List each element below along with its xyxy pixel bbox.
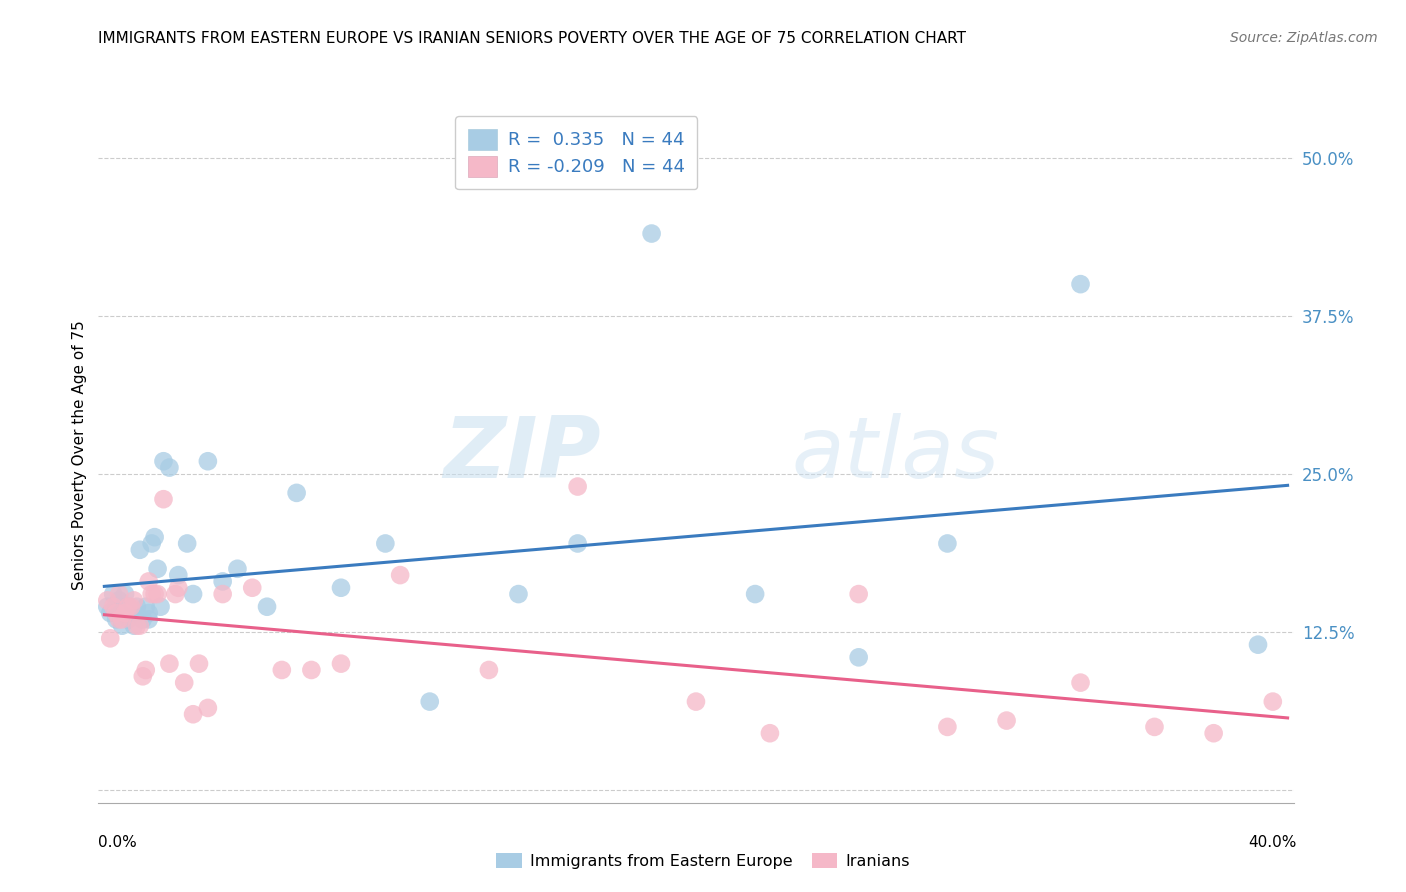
Point (759, 726, 782, 740)
Point (132, 669, 155, 683)
Point (256, 599, 278, 614)
Text: IMMIGRANTS FROM EASTERN EUROPE VS IRANIAN SENIORS POVERTY OVER THE AGE OF 75 COR: IMMIGRANTS FROM EASTERN EUROPE VS IRANIA… (98, 31, 966, 46)
Point (508, 587, 530, 601)
Text: atlas: atlas (792, 413, 1000, 497)
Point (103, 587, 125, 601)
Point (1070, 277, 1092, 292)
Point (103, 599, 125, 614)
Point (117, 599, 139, 614)
Point (848, 587, 870, 601)
Point (122, 618, 145, 632)
Point (167, 568, 190, 582)
Point (211, 587, 233, 601)
Point (108, 587, 131, 601)
Point (1143, 720, 1166, 734)
Point (211, 574, 233, 589)
Point (105, 606, 128, 620)
Point (98, 632, 121, 646)
Point (567, 536, 589, 550)
Point (117, 599, 139, 614)
Point (1202, 726, 1225, 740)
Point (374, 536, 396, 550)
Point (685, 695, 707, 709)
Point (138, 612, 160, 626)
Point (478, 663, 501, 677)
Point (141, 587, 163, 601)
Point (114, 606, 136, 620)
Point (640, 227, 662, 241)
Point (240, 581, 263, 595)
Point (167, 581, 190, 595)
Point (995, 714, 1018, 728)
Point (132, 612, 155, 626)
Point (111, 599, 134, 614)
Point (122, 593, 145, 607)
Point (165, 587, 187, 601)
Point (98, 606, 121, 620)
Point (389, 568, 412, 582)
Point (226, 562, 249, 576)
Point (138, 606, 160, 620)
Point (128, 542, 150, 557)
Point (270, 663, 292, 677)
Point (146, 562, 169, 576)
Point (138, 574, 160, 589)
Point (157, 460, 180, 475)
Point (105, 612, 128, 626)
Point (105, 599, 128, 614)
Point (419, 695, 441, 709)
Point (744, 587, 766, 601)
Y-axis label: Seniors Poverty Over the Age of 75: Seniors Poverty Over the Age of 75 (72, 320, 87, 590)
Point (143, 587, 166, 601)
Point (96, 593, 118, 607)
Point (117, 612, 139, 626)
Point (135, 599, 157, 614)
Point (157, 657, 180, 671)
Text: 0.0%: 0.0% (98, 836, 138, 850)
Text: Source: ZipAtlas.com: Source: ZipAtlas.com (1230, 31, 1378, 45)
Point (1247, 638, 1270, 652)
Point (197, 454, 219, 468)
Point (1261, 695, 1284, 709)
Point (936, 536, 959, 550)
Point (197, 701, 219, 715)
Point (143, 530, 166, 544)
Point (152, 454, 174, 468)
Point (173, 675, 195, 690)
Point (141, 536, 163, 550)
Point (330, 657, 353, 671)
Point (188, 657, 211, 671)
Text: 40.0%: 40.0% (1249, 836, 1296, 850)
Point (176, 536, 198, 550)
Point (1070, 675, 1092, 690)
Point (848, 650, 870, 665)
Point (114, 587, 136, 601)
Point (125, 599, 148, 614)
Point (936, 720, 959, 734)
Legend: R =  0.335   N = 44, R = -0.209   N = 44: R = 0.335 N = 44, R = -0.209 N = 44 (456, 116, 697, 189)
Point (135, 663, 157, 677)
Point (108, 593, 131, 607)
Point (299, 663, 322, 677)
Legend: Immigrants from Eastern Europe, Iranians: Immigrants from Eastern Europe, Iranians (489, 847, 917, 875)
Point (96, 599, 118, 614)
Point (181, 587, 204, 601)
Point (120, 599, 142, 614)
Point (111, 612, 134, 626)
Point (111, 618, 134, 632)
Point (128, 618, 150, 632)
Point (125, 618, 148, 632)
Point (120, 606, 142, 620)
Point (330, 581, 353, 595)
Point (152, 492, 174, 507)
Point (108, 612, 131, 626)
Point (285, 486, 308, 500)
Point (181, 707, 204, 722)
Point (149, 599, 172, 614)
Point (567, 479, 589, 493)
Point (146, 587, 169, 601)
Text: ZIP: ZIP (443, 413, 600, 497)
